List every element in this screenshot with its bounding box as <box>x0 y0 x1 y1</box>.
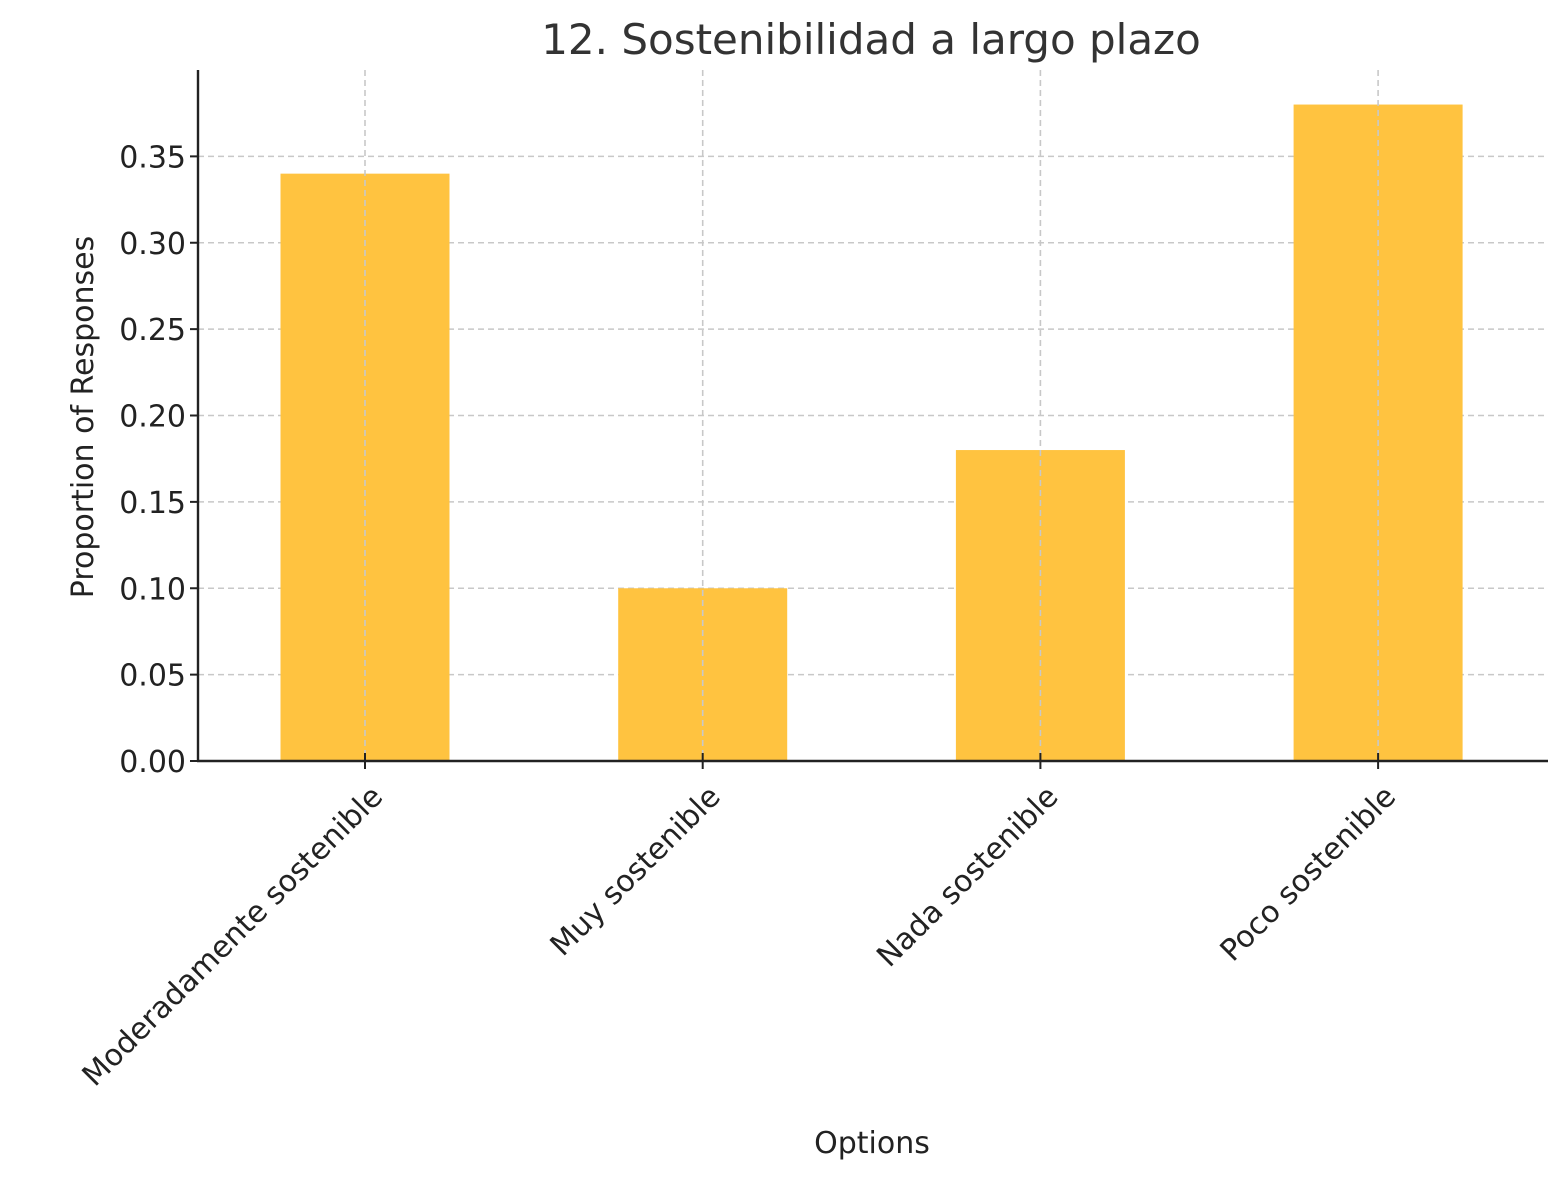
x-tick-label: Muy sostenible <box>544 779 728 963</box>
y-tick-label: 0.00 <box>119 745 186 780</box>
chart-title: 12. Sostenibilidad a largo plazo <box>541 15 1201 64</box>
x-tick-label: Poco sostenible <box>1214 779 1403 968</box>
y-tick-label: 0.15 <box>119 486 186 521</box>
y-tick-label: 0.20 <box>119 400 186 435</box>
y-tick-label: 0.10 <box>119 572 186 607</box>
y-tick-label: 0.25 <box>119 313 186 348</box>
y-tick-label: 0.05 <box>119 659 186 694</box>
x-ticks: Moderadamente sostenible Muy sostenible Na… <box>76 753 1403 1093</box>
x-tick-label: Moderadamente sostenible <box>76 779 390 1093</box>
x-tick-label: Nada sostenible <box>870 779 1065 974</box>
y-ticks: 0.00 0.05 0.10 0.15 0.20 0.25 0.30 0.35 <box>119 140 198 780</box>
vertical-grid-lines <box>364 70 1379 761</box>
y-axis-label: Proportion of Responses <box>66 236 101 599</box>
bars <box>280 104 1463 762</box>
y-tick-label: 0.35 <box>119 140 186 175</box>
y-tick-label: 0.30 <box>119 227 186 262</box>
x-axis-label: Options <box>814 1126 930 1161</box>
